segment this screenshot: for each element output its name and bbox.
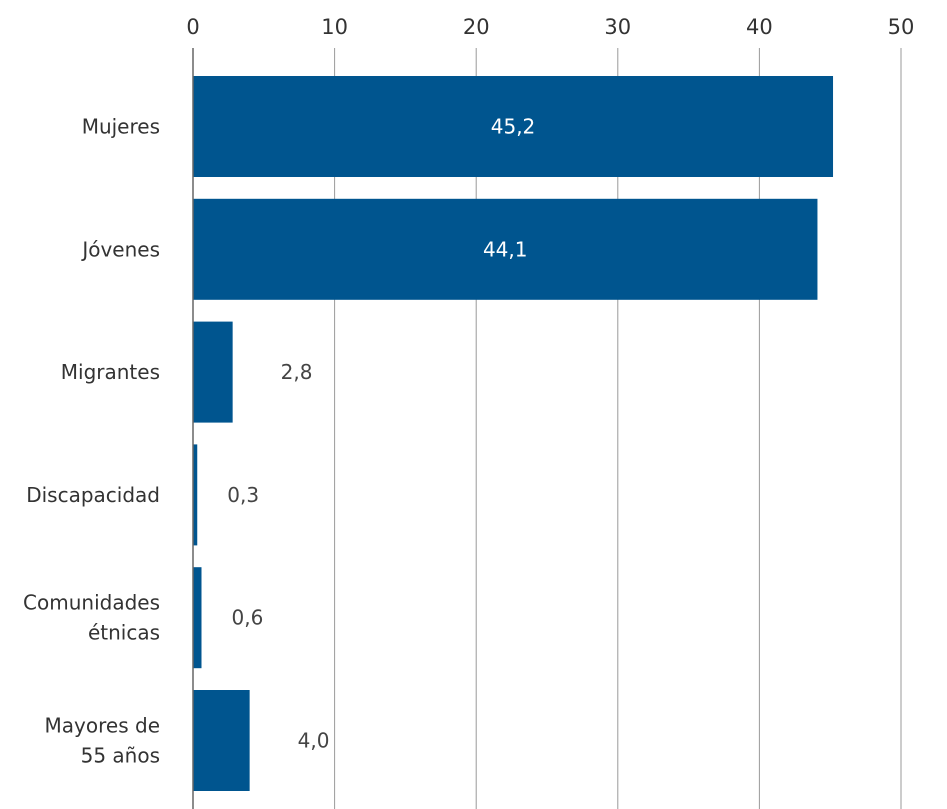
category-label-line: Comunidades — [23, 591, 160, 615]
x-tick-label: 40 — [746, 15, 773, 39]
bars — [193, 76, 834, 791]
category-label-line: Mayores de — [45, 714, 160, 738]
data-label: 45,2 — [491, 115, 536, 139]
data-label: 44,1 — [483, 237, 528, 261]
category-labels: Mujeres Jóvenes Migrantes Discapacidad Comun… — [23, 115, 160, 768]
x-tick-label: 30 — [604, 15, 631, 39]
category-label: Comunidades étnicas — [23, 591, 160, 645]
bar — [193, 567, 202, 669]
data-label: 0,6 — [231, 606, 263, 630]
x-tick-label: 0 — [186, 15, 199, 39]
x-tick-label: 10 — [321, 15, 348, 39]
x-tick-label: 20 — [463, 15, 490, 39]
category-label-line: étnicas — [88, 621, 160, 645]
category-label: Discapacidad — [26, 483, 160, 507]
x-axis-ticks: 0 10 20 30 40 50 — [186, 15, 914, 39]
bar — [193, 690, 250, 791]
category-label-line: Migrantes — [61, 360, 160, 384]
category-label: Jóvenes — [80, 237, 160, 261]
category-label-line: Mujeres — [82, 115, 160, 139]
bar — [193, 198, 818, 300]
category-label-line: Jóvenes — [80, 237, 160, 261]
bar — [193, 321, 233, 423]
data-label: 4,0 — [298, 729, 330, 753]
category-label-line: Discapacidad — [26, 483, 160, 507]
category-label-line: 55 años — [81, 744, 160, 768]
bar — [193, 76, 834, 177]
category-label: Mujeres — [82, 115, 160, 139]
data-label: 2,8 — [281, 360, 313, 384]
data-labels: 45,2 44,1 2,8 0,3 0,6 4,0 — [227, 115, 535, 753]
category-label: Migrantes — [61, 360, 160, 384]
data-label: 0,3 — [227, 483, 259, 507]
bar — [193, 444, 198, 546]
x-tick-label: 50 — [888, 15, 915, 39]
category-label: Mayores de 55 años — [45, 714, 160, 768]
